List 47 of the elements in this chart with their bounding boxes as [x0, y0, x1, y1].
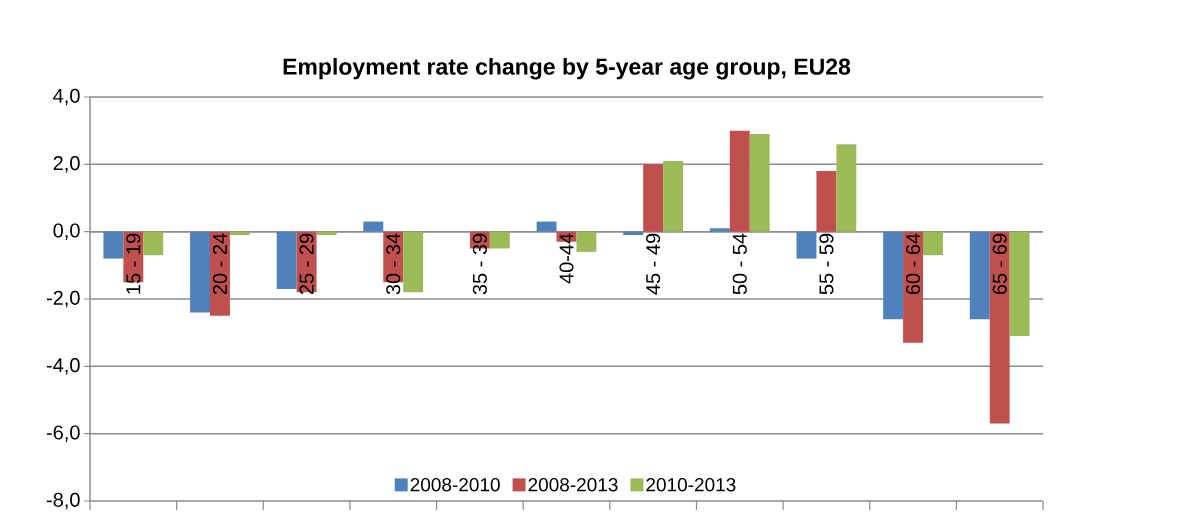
x-tick-label: 40-44 [559, 233, 574, 284]
bar [403, 231, 424, 293]
bar [576, 231, 597, 252]
bar [709, 228, 730, 232]
x-tick-label: 35 - 39 [472, 233, 487, 295]
bar [229, 231, 250, 236]
bar [623, 231, 644, 236]
legend-label: 2008-2013 [528, 477, 618, 492]
bar [103, 231, 124, 259]
bar [883, 231, 904, 320]
bar [489, 231, 510, 249]
x-tick-label: 45 - 49 [646, 233, 661, 295]
bar [1009, 231, 1030, 337]
bar [923, 231, 943, 256]
y-tick-label: -6,0 [46, 425, 80, 442]
y-tick-label: -8,0 [46, 492, 80, 510]
y-tick-label: -2,0 [46, 290, 80, 308]
bar [663, 160, 684, 232]
bar [903, 231, 924, 343]
legend-label: 2010-2013 [646, 477, 736, 492]
bar [536, 221, 557, 232]
bar [276, 231, 297, 289]
x-tick-label: 25 - 29 [299, 233, 314, 295]
bar [143, 231, 164, 256]
bar [363, 221, 384, 232]
y-tick-label: 2,0 [53, 156, 80, 173]
bar [190, 231, 210, 313]
bar [643, 164, 664, 232]
x-tick-label: 60 - 64 [905, 233, 921, 295]
bar [989, 231, 1010, 424]
y-tick-label: -4,0 [46, 358, 80, 375]
x-tick-label: 20 - 24 [212, 233, 228, 295]
legend-label: 2008-2010 [410, 477, 500, 492]
bar [729, 130, 750, 232]
x-tick-label: 65 - 69 [992, 233, 1007, 295]
bar [749, 134, 770, 232]
bar [816, 171, 837, 232]
y-tick-label: 4,0 [53, 88, 80, 106]
y-tick-label: 0,0 [53, 223, 80, 240]
bar [969, 231, 990, 320]
chart-title: Employment rate change by 5-year age group, EU28 [283, 57, 851, 80]
bar [836, 144, 857, 232]
x-tick-label: 50 - 54 [732, 233, 747, 295]
bar [796, 231, 817, 259]
x-tick-label: 15 - 19 [126, 233, 141, 294]
x-tick-label: 55 - 59 [819, 233, 834, 295]
x-tick-label: 30 - 34 [386, 233, 401, 295]
